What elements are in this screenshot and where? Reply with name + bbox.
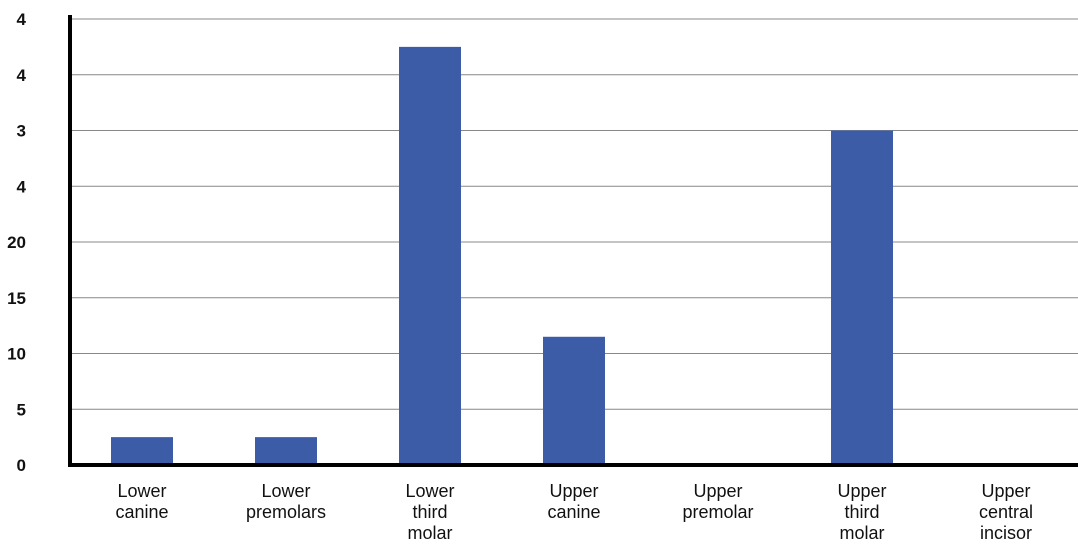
- bar: [399, 46, 461, 465]
- x-category-label-line: Upper: [837, 481, 886, 501]
- y-tick-label: 0: [17, 456, 26, 475]
- x-category-label-line: Lower: [117, 481, 166, 501]
- x-category-label-line: incisor: [980, 523, 1032, 543]
- y-tick-label: 5: [17, 400, 26, 419]
- y-tick-label: 4: [17, 177, 27, 196]
- x-category-label: Upper canine: [547, 481, 600, 522]
- x-category-label-line: molar: [407, 523, 452, 543]
- x-category-label: Lower premolars: [246, 481, 326, 522]
- x-category-label-line: third: [412, 502, 447, 522]
- y-tick-label: 4: [17, 66, 27, 85]
- x-category-label: Upper third molar: [837, 481, 886, 543]
- x-category-label: Upper premolar: [682, 481, 753, 522]
- x-category-label-line: Upper: [981, 481, 1030, 501]
- x-category-label-line: Upper: [693, 481, 742, 501]
- x-category-label-line: central: [979, 502, 1033, 522]
- x-category-label-line: premolars: [246, 502, 326, 522]
- bar: [255, 437, 317, 465]
- y-tick-label: 15: [7, 289, 26, 308]
- gridlines: [70, 18, 1078, 410]
- bar: [543, 336, 605, 465]
- y-tick-label: 20: [7, 233, 26, 252]
- bar: [831, 130, 893, 465]
- x-category-label: Lower canine: [115, 481, 168, 522]
- x-category-label-line: third: [844, 502, 879, 522]
- x-category-label-line: Lower: [261, 481, 310, 501]
- x-category-label: Upper central incisor: [979, 481, 1033, 543]
- bars: [111, 46, 893, 465]
- y-tick-label: 4: [17, 10, 27, 29]
- x-category-label-line: Lower: [405, 481, 454, 501]
- x-category-label-line: canine: [115, 502, 168, 522]
- axes: [68, 15, 1078, 467]
- x-category-label-line: molar: [839, 523, 884, 543]
- x-category-label-line: premolar: [682, 502, 753, 522]
- x-category-label-line: canine: [547, 502, 600, 522]
- y-tick-label: 10: [7, 345, 26, 364]
- x-category-label: Lower third molar: [405, 481, 454, 543]
- y-tick-label: 3: [17, 122, 26, 141]
- bar: [111, 437, 173, 465]
- y-tick-labels: 0 5 10 15 20 4 3 4 4: [7, 10, 26, 475]
- x-category-label-line: Upper: [549, 481, 598, 501]
